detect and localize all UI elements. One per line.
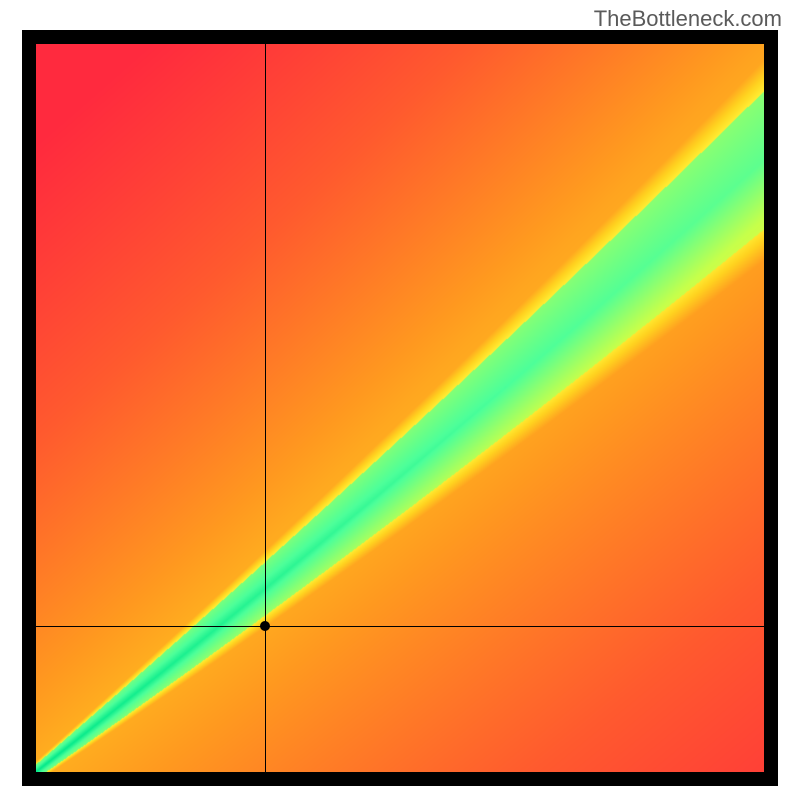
watermark-text: TheBottleneck.com xyxy=(594,6,782,32)
crosshair-marker xyxy=(260,621,270,631)
heatmap-canvas xyxy=(36,44,764,772)
crosshair-vertical xyxy=(265,44,266,772)
crosshair-horizontal xyxy=(36,626,764,627)
chart-container: TheBottleneck.com xyxy=(0,0,800,800)
chart-frame xyxy=(22,30,778,786)
